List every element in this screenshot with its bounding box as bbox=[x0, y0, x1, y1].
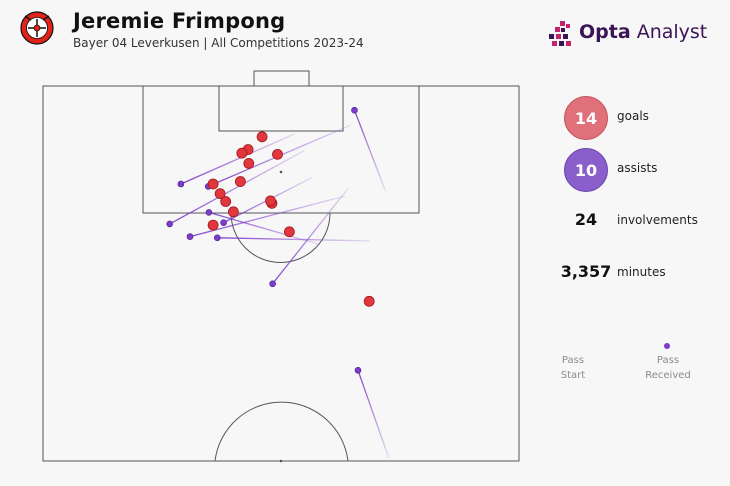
involvements-value: 24 bbox=[574, 210, 598, 229]
minutes-label: minutes bbox=[617, 265, 666, 279]
assist-pass-line bbox=[353, 109, 386, 191]
goal-shot-point bbox=[214, 188, 226, 200]
goals-label: goals bbox=[617, 109, 649, 123]
assist-pass-start-point bbox=[354, 366, 362, 374]
goals-badge: 14 bbox=[564, 96, 608, 140]
goal-shot-point bbox=[256, 131, 268, 143]
assist-pass-start-point bbox=[351, 106, 358, 114]
six-yard-box bbox=[218, 85, 344, 132]
assist-pass-line bbox=[189, 195, 345, 238]
centre-circle bbox=[214, 401, 349, 462]
goal-shot-point bbox=[283, 226, 295, 238]
goal-shot-point bbox=[265, 195, 276, 207]
goal-shot-point bbox=[207, 178, 219, 190]
goal bbox=[253, 70, 310, 87]
goal-shot-point bbox=[207, 219, 219, 231]
stat-minutes: 3,357 minutes bbox=[560, 252, 730, 296]
assist-pass-start-point bbox=[186, 233, 194, 240]
goal-shot-point bbox=[236, 147, 248, 159]
assist-pass-line bbox=[272, 187, 349, 285]
assist-pass-line bbox=[169, 150, 305, 225]
player-name: Jeremie Frimpong bbox=[73, 9, 286, 33]
stat-goals: 14 goals bbox=[560, 96, 730, 140]
assist-pass-start-point bbox=[220, 219, 227, 226]
goal-shots bbox=[207, 131, 375, 307]
brand-text: Opta Analyst bbox=[579, 21, 707, 43]
brand-bold: Opta bbox=[579, 21, 631, 43]
goal-shot-point bbox=[243, 158, 255, 169]
goal-shot-point bbox=[220, 196, 232, 207]
assists-badge: 10 bbox=[564, 148, 608, 192]
pass-legend: Pass Start Pass Received bbox=[548, 338, 718, 388]
assist-pass-line bbox=[357, 370, 390, 459]
assist-pass-start-point bbox=[269, 280, 276, 288]
centre-spot bbox=[279, 459, 283, 463]
assists-label: assists bbox=[617, 161, 658, 175]
assist-pass-start-point bbox=[205, 209, 213, 216]
penalty-arc bbox=[230, 212, 331, 263]
opta-mark-icon bbox=[549, 21, 571, 46]
subtitle: Bayer 04 Leverkusen | All Competitions 2… bbox=[73, 36, 364, 50]
assist-pass-line bbox=[208, 211, 320, 246]
assist-pass-start-point bbox=[166, 220, 173, 228]
involvements-label: involvements bbox=[617, 213, 698, 227]
header: Jeremie Frimpong Bayer 04 Leverkusen | A… bbox=[0, 0, 730, 60]
goal-shot-point bbox=[272, 148, 283, 160]
legend-pass-received-dot bbox=[664, 343, 670, 349]
opta-analyst-logo: Opta Analyst bbox=[546, 20, 707, 50]
goal-shot-point bbox=[234, 176, 246, 187]
assist-passes bbox=[166, 106, 390, 459]
brand-light: Analyst bbox=[630, 21, 708, 43]
legend-arrow bbox=[574, 343, 670, 349]
assist-pass-start-point bbox=[177, 180, 185, 188]
stat-involvements: 24 involvements bbox=[560, 200, 730, 244]
assist-pass-line bbox=[217, 237, 370, 242]
minutes-value: 3,357 bbox=[560, 262, 612, 281]
pitch-markings bbox=[42, 70, 520, 463]
legend-pass-start: Pass Start bbox=[560, 355, 586, 381]
penalty-spot bbox=[279, 170, 283, 174]
goal-shot-point bbox=[227, 206, 239, 218]
bayer-leverkusen-crest-icon bbox=[20, 11, 54, 45]
assist-pass-start-point bbox=[214, 234, 221, 242]
assist-pass-line bbox=[180, 133, 296, 185]
stat-assists: 10 assists bbox=[560, 148, 730, 192]
legend-pass-received: Pass Received bbox=[645, 355, 691, 381]
goal-shot-point bbox=[363, 295, 375, 307]
